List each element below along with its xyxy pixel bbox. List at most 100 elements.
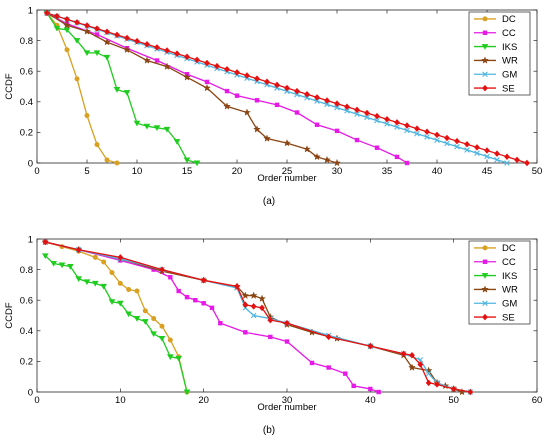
data-point xyxy=(409,352,415,359)
data-point xyxy=(154,44,160,51)
x-axis-label: Order number xyxy=(257,402,316,413)
panel-label: (b) xyxy=(263,425,275,436)
legend-item-gm: GM xyxy=(474,299,517,310)
data-point xyxy=(334,100,340,107)
data-point xyxy=(400,350,407,358)
y-tick-label: 0.8 xyxy=(20,265,33,276)
data-point xyxy=(163,126,171,133)
data-point xyxy=(425,379,432,387)
legend-label: DC xyxy=(502,14,516,25)
data-point xyxy=(94,25,100,32)
data-point xyxy=(284,339,290,344)
data-point xyxy=(354,137,360,143)
legend-swatch-marker xyxy=(482,84,488,92)
data-point xyxy=(183,157,191,164)
x-tick-label: 50 xyxy=(448,395,459,406)
data-point xyxy=(150,331,157,338)
data-point xyxy=(324,101,330,108)
x-tick-label: 20 xyxy=(232,166,243,177)
data-point xyxy=(417,357,424,363)
data-point xyxy=(125,311,132,318)
data-point xyxy=(64,47,70,53)
series-line-cc xyxy=(46,12,408,164)
legend-label: IKS xyxy=(502,271,517,282)
legend-label: WR xyxy=(502,56,518,67)
data-point xyxy=(504,160,510,166)
data-point xyxy=(200,277,207,284)
data-point xyxy=(42,253,49,260)
data-point xyxy=(224,88,230,94)
data-point xyxy=(313,152,321,161)
data-point xyxy=(142,308,148,314)
data-point xyxy=(394,119,400,126)
legend-swatch-marker xyxy=(482,16,488,22)
data-point xyxy=(143,56,151,64)
x-tick-label: 0 xyxy=(34,166,39,177)
data-point xyxy=(344,103,350,111)
data-point xyxy=(123,45,131,54)
data-point xyxy=(74,19,80,26)
data-point xyxy=(83,50,91,57)
data-point xyxy=(224,66,230,73)
data-point xyxy=(50,260,57,267)
data-point xyxy=(343,371,348,376)
series-line-iks xyxy=(46,12,198,164)
legend-item-se: SE xyxy=(474,312,515,323)
legend-item-cc: CC xyxy=(474,28,516,39)
data-point xyxy=(159,266,165,273)
legend-item-gm: GM xyxy=(474,70,517,81)
data-point xyxy=(494,150,500,157)
data-point xyxy=(104,28,110,36)
x-tick-label: 25 xyxy=(282,166,293,177)
x-tick-label: 30 xyxy=(332,166,343,177)
legend-label: IKS xyxy=(502,42,517,53)
data-point xyxy=(309,360,315,366)
legend-item-dc: DC xyxy=(474,243,516,254)
data-point xyxy=(151,316,157,322)
data-point xyxy=(175,355,182,362)
data-point xyxy=(163,62,171,70)
data-point xyxy=(204,59,210,67)
data-point xyxy=(184,53,190,61)
data-point xyxy=(94,142,100,148)
series-line-dc xyxy=(46,12,118,164)
plot-area xyxy=(36,238,538,393)
data-point xyxy=(249,291,258,299)
data-point xyxy=(444,140,450,147)
data-point xyxy=(408,363,416,371)
data-point xyxy=(117,280,123,286)
data-point xyxy=(504,153,510,161)
data-point xyxy=(234,93,240,98)
data-point xyxy=(194,56,200,64)
data-point xyxy=(42,238,49,246)
data-point xyxy=(75,246,82,253)
data-point xyxy=(314,94,320,101)
data-point xyxy=(104,157,110,163)
data-point xyxy=(103,54,111,61)
data-point xyxy=(404,122,410,129)
legend-label: GM xyxy=(502,299,517,310)
series-iks xyxy=(42,253,191,396)
data-point xyxy=(243,330,248,335)
panel-b: 0 10 20 30 40 50 60 0 0.2 0.4 0.6 0.8 1 Order number C… xyxy=(4,234,542,436)
data-point xyxy=(223,102,231,110)
data-point xyxy=(354,111,360,117)
data-point xyxy=(158,335,166,342)
data-point xyxy=(467,388,474,396)
data-point xyxy=(193,297,198,303)
y-tick-label: 1 xyxy=(28,234,33,245)
data-point xyxy=(294,110,300,115)
data-point xyxy=(434,137,440,143)
legend-item-cc: CC xyxy=(474,257,516,268)
data-point xyxy=(164,47,170,54)
legend-label: CC xyxy=(502,28,516,39)
data-point xyxy=(203,83,211,92)
data-point xyxy=(117,300,124,307)
data-point xyxy=(143,123,151,130)
data-point xyxy=(334,104,340,111)
legend-swatch-marker xyxy=(481,285,489,293)
legend-label: DC xyxy=(502,243,516,254)
legend-label: SE xyxy=(502,312,515,323)
panel-a: 0 5 10 15 20 25 30 35 40 45 50 0 0.2 0.4 0.6 0.8 1 Order … xyxy=(4,5,542,207)
